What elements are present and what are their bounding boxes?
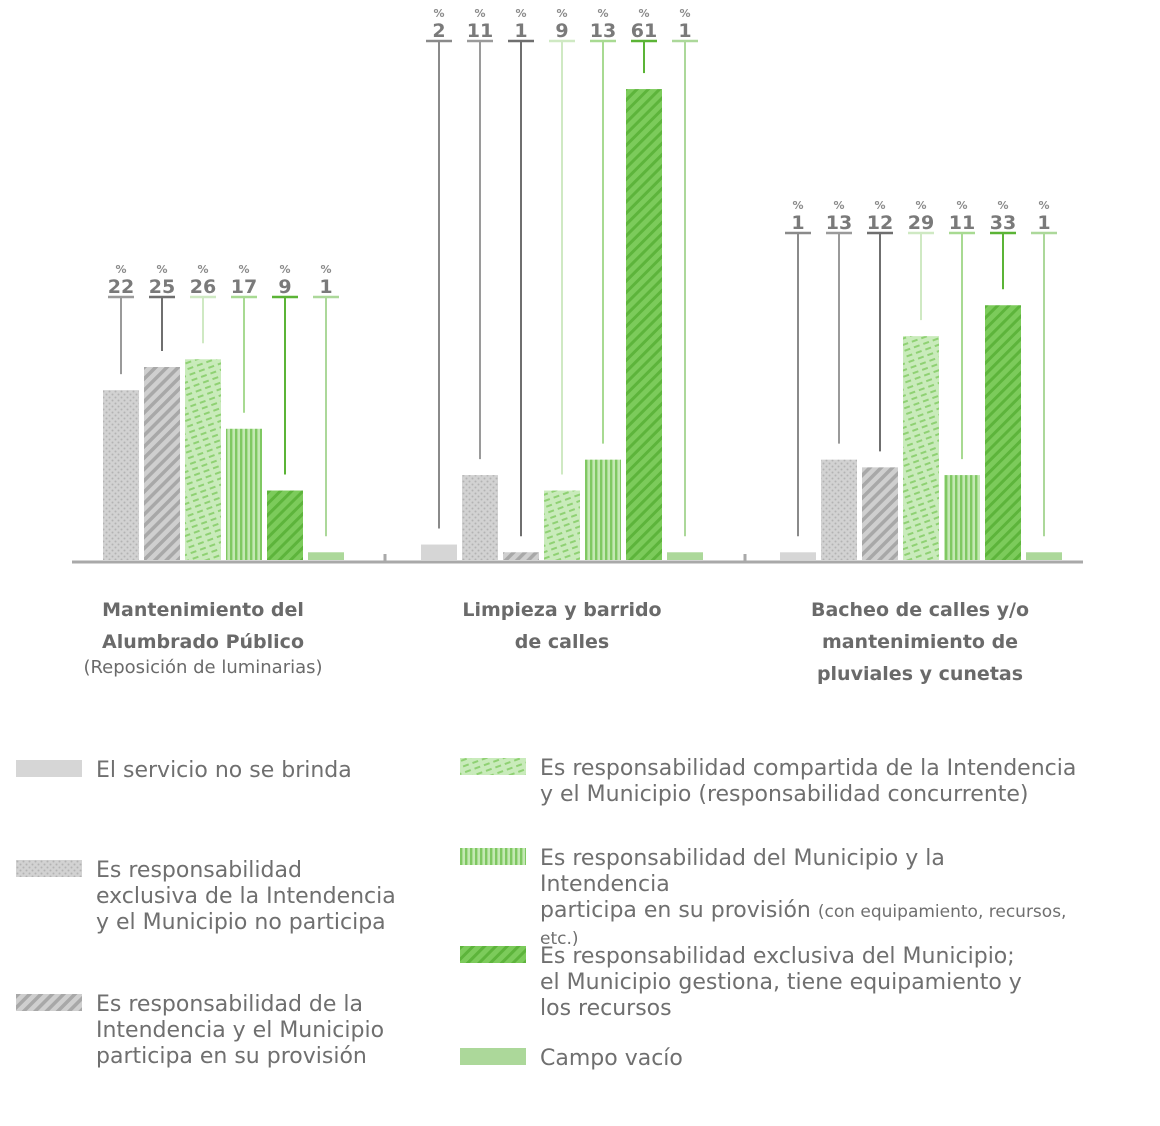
value-label-1-6: 9: [278, 276, 291, 298]
value-label-3-4: 29: [908, 212, 934, 234]
bar-2-2: [462, 475, 498, 560]
value-label-2-6: 61: [631, 20, 657, 42]
legend-item-7: Campo vacío: [460, 1046, 1150, 1126]
value-label-2-7: 1: [678, 20, 691, 42]
bar-2-1: [421, 544, 457, 560]
legend-label-7: Campo vacío: [540, 1046, 683, 1071]
value-label-1-2: 22: [108, 276, 134, 298]
value-label-1-5: 17: [231, 276, 257, 298]
x-axis: [72, 554, 1083, 564]
bar-2-6: [626, 89, 662, 560]
category-label-3: Bacheo de calles y/o mantenimiento de pluv…: [810, 599, 1030, 685]
legend-item-3: Es responsabilidad de la Intendencia y el…: [16, 992, 446, 1072]
unit-label-2-5: %: [597, 7, 608, 20]
unit-label-3-2: %: [833, 199, 844, 212]
legend-item-6: Es responsabilidad exclusiva del Municip…: [460, 944, 1150, 1024]
bar-3-7: [1026, 552, 1062, 560]
bar-2-3: [503, 552, 539, 560]
bar-1-7: [308, 552, 344, 560]
value-label-2-5: 13: [590, 20, 616, 42]
unit-label-1-3: %: [156, 263, 167, 276]
legend-swatch-5: [460, 848, 526, 865]
legend-item-1: El servicio no se brinda: [16, 758, 446, 838]
unit-label-3-3: %: [874, 199, 885, 212]
value-label-1-4: 26: [190, 276, 216, 298]
bar-3-6: [985, 305, 1021, 560]
value-label-2-3: 1: [514, 20, 527, 42]
unit-label-2-6: %: [638, 7, 649, 20]
legend-label-1: El servicio no se brinda: [96, 758, 352, 783]
legend-swatch-3: [16, 994, 82, 1011]
legend-label-4: Es responsabilidad compartida de la Inte…: [540, 756, 1077, 807]
unit-label-1-6: %: [279, 263, 290, 276]
legend-swatch-7: [460, 1048, 526, 1065]
unit-label-1-7: %: [320, 263, 331, 276]
bar-chart: %22%25%26%17%9%1%2%11%1%9%13%61%1%1%13%1…: [72, 7, 1083, 564]
unit-label-1-4: %: [197, 263, 208, 276]
value-label-1-7: 1: [319, 276, 332, 298]
value-labels: %22%25%26%17%9%1%2%11%1%9%13%61%1%1%13%1…: [108, 7, 1057, 537]
unit-label-3-5: %: [956, 199, 967, 212]
value-label-2-4: 9: [555, 20, 568, 42]
unit-label-3-1: %: [792, 199, 803, 212]
bar-3-2: [821, 459, 857, 560]
legend-swatch-6: [460, 946, 526, 963]
legend-label-note: (con equipamiento, recursos, etc.): [540, 902, 1067, 949]
bar-3-3: [862, 467, 898, 560]
bar-3-5: [944, 475, 980, 560]
unit-label-3-7: %: [1038, 199, 1049, 212]
unit-label-2-4: %: [556, 7, 567, 20]
bar-3-1: [780, 552, 816, 560]
bar-2-7: [667, 552, 703, 560]
value-label-3-1: 1: [791, 212, 804, 234]
bar-1-4: [185, 359, 221, 560]
value-label-2-2: 11: [467, 20, 493, 42]
unit-label-1-5: %: [238, 263, 249, 276]
legend-label-3: Es responsabilidad de la Intendencia y el…: [96, 992, 385, 1069]
value-label-3-3: 12: [867, 212, 893, 234]
bar-3-4: [903, 336, 939, 560]
value-label-3-2: 13: [826, 212, 852, 234]
category-label-2: Limpieza y barrido de calles: [462, 599, 662, 653]
legend-label-2: Es responsabilidad exclusiva de la Intend…: [96, 858, 396, 935]
legend-swatch-2: [16, 860, 82, 877]
unit-label-2-7: %: [679, 7, 690, 20]
bar-1-2: [103, 390, 139, 560]
legend-swatch-1: [16, 760, 82, 777]
legend-label-5: Es responsabilidad del Municipio y la In…: [540, 846, 1067, 949]
unit-label-3-6: %: [997, 199, 1008, 212]
legend-item-5: Es responsabilidad del Municipio y la In…: [460, 846, 1150, 949]
unit-label-2-2: %: [474, 7, 485, 20]
unit-label-1-2: %: [115, 263, 126, 276]
unit-label-2-3: %: [515, 7, 526, 20]
bar-2-5: [585, 459, 621, 560]
legend-swatch-4: [460, 758, 526, 775]
category-label-1: Mantenimiento del Alumbrado Público: [102, 599, 304, 653]
bar-2-4: [544, 490, 580, 560]
category-sublabel-1: (Reposición de luminarias): [83, 657, 323, 678]
bar-1-5: [226, 428, 262, 560]
legend-item-2: Es responsabilidad exclusiva de la Intend…: [16, 858, 446, 938]
value-label-3-6: 33: [990, 212, 1016, 234]
bar-1-3: [144, 367, 180, 560]
unit-label-3-4: %: [915, 199, 926, 212]
value-label-3-7: 1: [1037, 212, 1050, 234]
bar-1-6: [267, 490, 303, 560]
value-label-1-3: 25: [149, 276, 175, 298]
legend-item-4: Es responsabilidad compartida de la Inte…: [460, 756, 1150, 836]
value-label-3-5: 11: [949, 212, 975, 234]
value-label-2-1: 2: [432, 20, 445, 42]
bars: [103, 89, 1062, 560]
legend-label-6: Es responsabilidad exclusiva del Municip…: [540, 944, 1022, 1021]
unit-label-2-1: %: [433, 7, 444, 20]
